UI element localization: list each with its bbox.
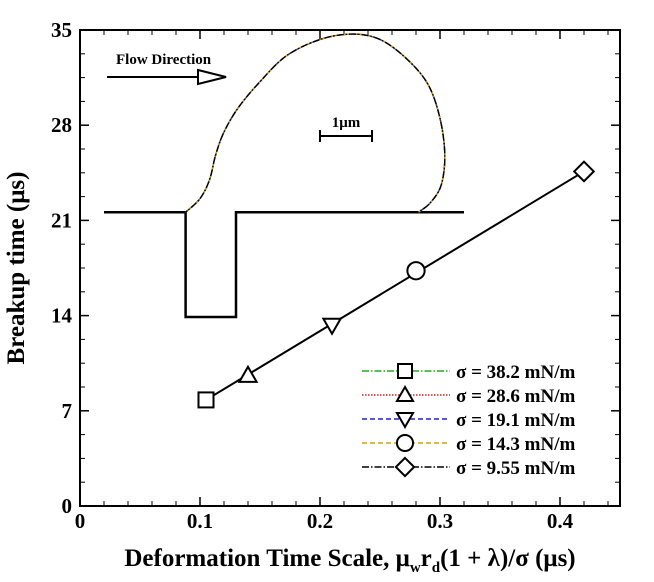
legend-marker-diamond bbox=[394, 456, 416, 478]
y-tick-label: 7 bbox=[62, 399, 73, 423]
fit-line bbox=[205, 170, 585, 401]
x-tick-label: 0.4 bbox=[547, 509, 574, 533]
y-tick-label: 28 bbox=[51, 113, 72, 137]
x-tick-label: 0.2 bbox=[307, 509, 333, 533]
data-point-circle bbox=[406, 261, 426, 281]
legend-marker-triangle-down bbox=[395, 412, 415, 430]
x-tick-label: 0.1 bbox=[187, 509, 213, 533]
flow-direction-label: Flow Direction bbox=[116, 52, 212, 68]
data-point-diamond bbox=[572, 160, 596, 183]
x-tick-label: 0 bbox=[75, 509, 86, 533]
data-layer bbox=[197, 160, 596, 409]
legend-label: σ = 38.2 mN/m bbox=[456, 362, 575, 383]
axis-ticks: 0 0.1 0.2 0.3 0.4 0 7 14 21 28 35 bbox=[51, 18, 620, 533]
data-point-triangle-down bbox=[321, 317, 343, 336]
inset-droplet-profile bbox=[185, 33, 446, 213]
data-point-square bbox=[197, 391, 215, 409]
legend-label: σ = 9.55 mN/m bbox=[456, 458, 575, 479]
y-tick-label: 35 bbox=[51, 18, 72, 42]
legend-marker-square bbox=[397, 363, 413, 379]
flow-direction-arrow-head bbox=[197, 68, 227, 86]
legend-marker-triangle-up bbox=[395, 384, 415, 402]
inset-channel-wall bbox=[104, 210, 464, 319]
y-tick-label: 21 bbox=[51, 208, 72, 232]
data-point-triangle-up bbox=[237, 364, 259, 383]
legend-marker-circle bbox=[395, 433, 415, 453]
legend-label: σ = 19.1 mN/m bbox=[456, 410, 575, 431]
inset-droplet-illustration: Flow Direction 1μm bbox=[104, 33, 464, 319]
legend-label: σ = 14.3 mN/m bbox=[456, 434, 575, 455]
y-axis-title: Breakup time (μs) bbox=[3, 172, 30, 365]
y-tick-label: 0 bbox=[62, 494, 73, 518]
x-axis-title: Deformation Time Scale, μwrd(1 + λ)/σ (μ… bbox=[124, 545, 575, 576]
y-tick-label: 14 bbox=[51, 304, 73, 328]
legend: σ = 38.2 mN/m σ = 28.6 mN/m σ = 19.1 mN/m σ… bbox=[362, 362, 575, 479]
scale-bar-label: 1μm bbox=[332, 115, 361, 131]
legend-label: σ = 28.6 mN/m bbox=[456, 386, 575, 407]
x-tick-label: 0.3 bbox=[427, 509, 453, 533]
plot-area bbox=[79, 29, 621, 507]
